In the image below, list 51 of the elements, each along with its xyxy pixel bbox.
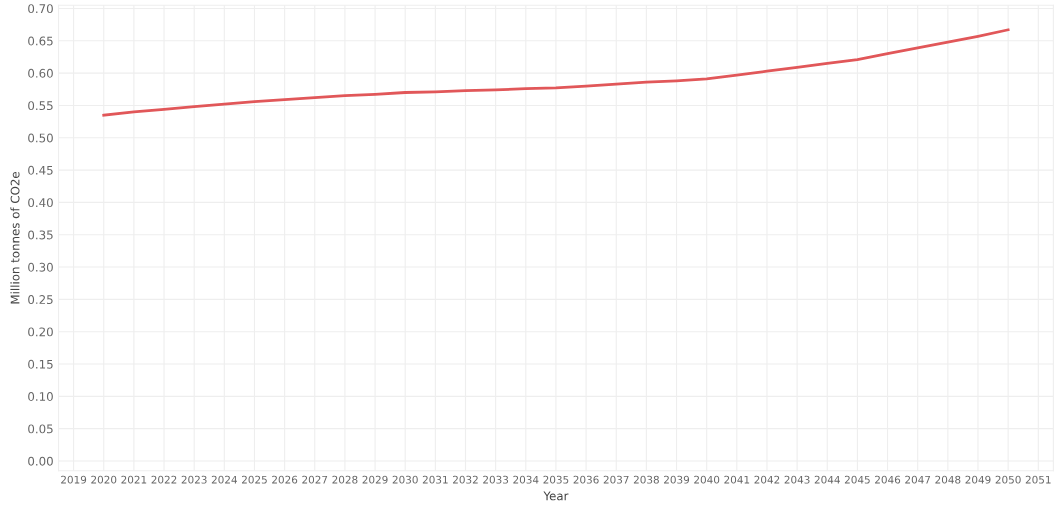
x-tick-label: 2042 <box>754 475 780 484</box>
x-tick-label: 2036 <box>573 475 599 484</box>
x-tick-label: 2046 <box>875 475 901 484</box>
x-tick-label: 2025 <box>241 475 267 484</box>
x-tick-label: 2051 <box>1025 475 1051 484</box>
x-tick-label: 2043 <box>784 475 810 484</box>
x-tick-label: 2045 <box>844 475 870 484</box>
x-tick-label: 2035 <box>543 475 569 484</box>
x-tick-label: 2019 <box>61 475 87 484</box>
x-tick-label: 2038 <box>633 475 659 484</box>
x-tick-label: 2049 <box>965 475 991 484</box>
y-axis-title: Million tonnes of CO2e <box>10 172 20 304</box>
x-tick-label: 2039 <box>664 475 690 484</box>
y-tick-label: 0.15 <box>28 359 53 369</box>
y-tick-label: 0.45 <box>28 165 53 175</box>
x-tick-label: 2047 <box>905 475 931 484</box>
y-tick-label: 0.60 <box>28 68 53 78</box>
x-tick-label: 2023 <box>181 475 207 484</box>
y-tick-label: 0.30 <box>28 262 53 272</box>
line-series <box>102 28 1010 117</box>
x-tick-label: 2044 <box>814 475 840 484</box>
y-tick-label: 0.25 <box>28 295 53 305</box>
x-tick-label: 2031 <box>422 475 448 484</box>
y-tick-label: 0.65 <box>28 36 53 46</box>
y-tick-label: 0.40 <box>28 198 53 208</box>
x-tick-label: 2041 <box>724 475 750 484</box>
x-tick-label: 2024 <box>211 475 237 484</box>
x-tick-label: 2028 <box>332 475 358 484</box>
y-tick-label: 0.70 <box>28 4 53 14</box>
y-tick-label: 0.55 <box>28 101 53 111</box>
x-tick-label: 2026 <box>272 475 298 484</box>
x-tick-label: 2037 <box>603 475 629 484</box>
x-tick-label: 2034 <box>513 475 539 484</box>
x-tick-label: 2050 <box>995 475 1021 484</box>
x-tick-label: 2048 <box>935 475 961 484</box>
x-tick-label: 2021 <box>121 475 147 484</box>
x-tick-label: 2040 <box>694 475 720 484</box>
y-tick-label: 0.50 <box>28 133 53 143</box>
x-tick-label: 2022 <box>151 475 177 484</box>
y-tick-label: 0.10 <box>28 392 53 402</box>
x-tick-label: 2032 <box>453 475 478 484</box>
x-tick-label: 2033 <box>483 475 509 484</box>
x-tick-label: 2027 <box>302 475 328 484</box>
y-tick-label: 0.35 <box>28 230 53 240</box>
x-axis-title: Year <box>543 491 569 501</box>
x-tick-label: 2030 <box>392 475 418 484</box>
y-tick-label: 0.00 <box>28 456 53 466</box>
x-tick-label: 2029 <box>362 475 388 484</box>
x-tick-label: 2020 <box>91 475 117 484</box>
y-tick-label: 0.20 <box>28 327 53 337</box>
y-tick-label: 0.05 <box>28 424 53 434</box>
